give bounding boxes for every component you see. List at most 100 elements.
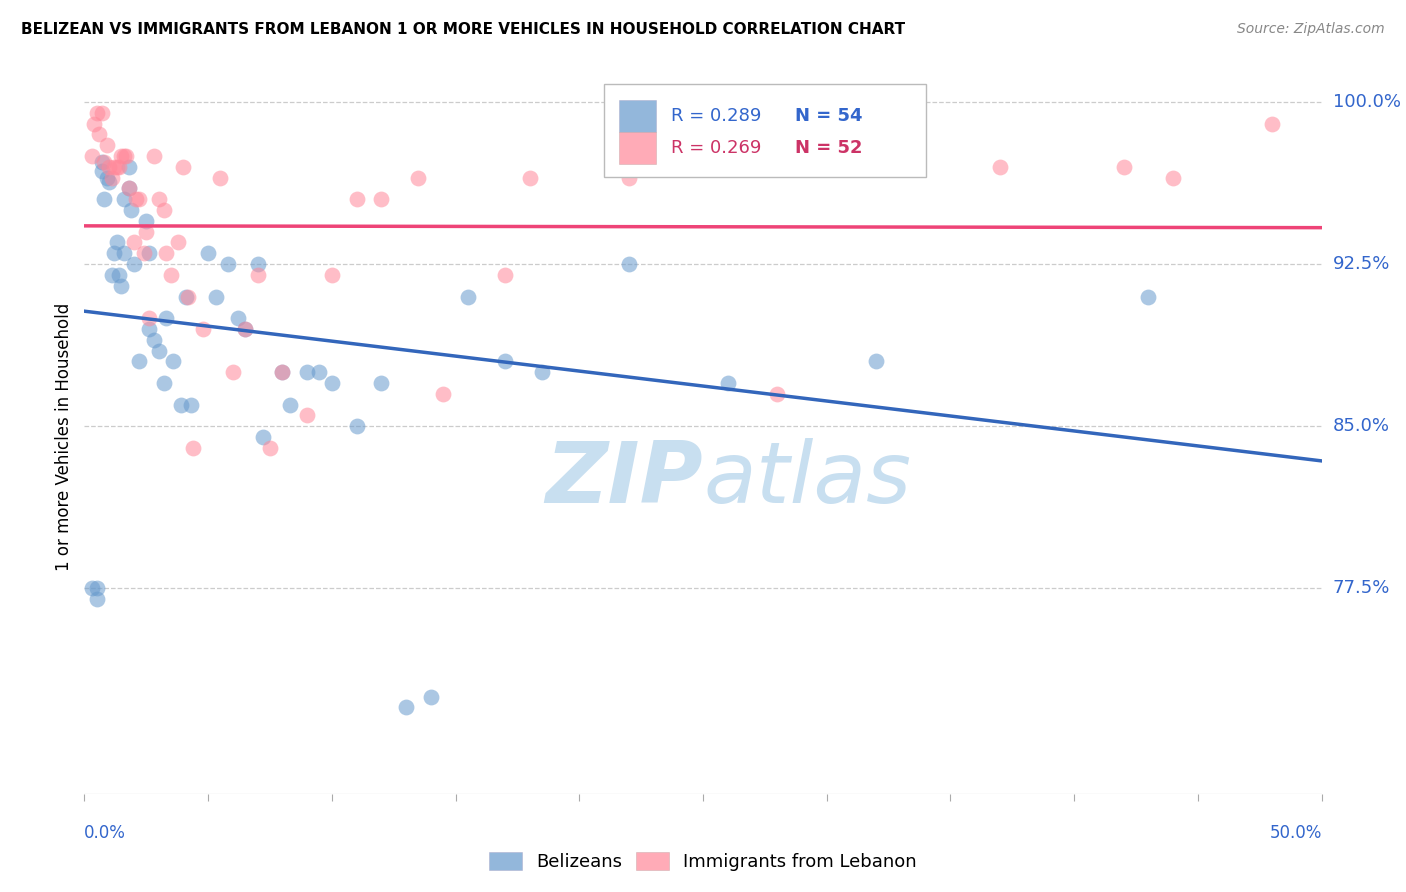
- Point: [209, 170, 232, 185]
- Point: [155, 311, 177, 326]
- Point: [110, 278, 132, 293]
- Point: [432, 387, 454, 401]
- Point: [204, 289, 226, 303]
- Point: [766, 387, 789, 401]
- Point: [321, 268, 343, 282]
- Point: [246, 257, 269, 271]
- Point: [120, 202, 142, 217]
- Point: [108, 160, 131, 174]
- Point: [233, 322, 256, 336]
- Point: [135, 214, 157, 228]
- Point: [181, 441, 204, 455]
- Point: [617, 170, 640, 185]
- Point: [519, 170, 541, 185]
- Text: R = 0.289: R = 0.289: [671, 107, 761, 125]
- Point: [233, 322, 256, 336]
- FancyBboxPatch shape: [619, 100, 657, 132]
- Point: [100, 170, 122, 185]
- Point: [148, 343, 170, 358]
- Text: 77.5%: 77.5%: [1333, 580, 1391, 598]
- Point: [98, 160, 121, 174]
- Point: [90, 164, 112, 178]
- Point: [408, 170, 430, 185]
- Point: [122, 235, 145, 250]
- Point: [138, 322, 160, 336]
- Point: [148, 192, 170, 206]
- Point: [135, 225, 157, 239]
- Point: [122, 257, 145, 271]
- Point: [115, 149, 138, 163]
- Point: [252, 430, 274, 444]
- Text: R = 0.269: R = 0.269: [671, 139, 761, 157]
- Point: [86, 582, 108, 596]
- Point: [103, 160, 125, 174]
- Point: [370, 376, 392, 390]
- Point: [259, 441, 281, 455]
- Point: [93, 192, 115, 206]
- Point: [80, 582, 103, 596]
- Point: [395, 700, 418, 714]
- Point: [83, 116, 105, 130]
- Point: [1261, 116, 1284, 130]
- Point: [988, 160, 1011, 174]
- Point: [142, 333, 165, 347]
- Point: [138, 246, 160, 260]
- Point: [370, 192, 392, 206]
- Point: [86, 592, 108, 607]
- Point: [1137, 289, 1160, 303]
- Point: [167, 235, 190, 250]
- Point: [118, 160, 141, 174]
- Point: [1112, 160, 1135, 174]
- Point: [494, 354, 516, 368]
- Point: [419, 690, 441, 704]
- FancyBboxPatch shape: [605, 84, 925, 177]
- Point: [118, 181, 141, 195]
- Point: [494, 268, 516, 282]
- Point: [177, 289, 200, 303]
- Point: [125, 192, 148, 206]
- Legend: Belizeans, Immigrants from Lebanon: Belizeans, Immigrants from Lebanon: [482, 845, 924, 879]
- Point: [172, 160, 194, 174]
- Point: [112, 192, 135, 206]
- Point: [89, 128, 111, 142]
- Point: [108, 268, 131, 282]
- Point: [80, 149, 103, 163]
- Point: [96, 170, 118, 185]
- Text: N = 54: N = 54: [794, 107, 862, 125]
- Point: [617, 257, 640, 271]
- Point: [112, 149, 135, 163]
- Point: [142, 149, 165, 163]
- Point: [170, 398, 193, 412]
- Text: BELIZEAN VS IMMIGRANTS FROM LEBANON 1 OR MORE VEHICLES IN HOUSEHOLD CORRELATION : BELIZEAN VS IMMIGRANTS FROM LEBANON 1 OR…: [21, 22, 905, 37]
- Point: [132, 246, 155, 260]
- Point: [278, 398, 301, 412]
- Point: [308, 365, 330, 379]
- Point: [346, 192, 368, 206]
- Point: [110, 149, 132, 163]
- Point: [1161, 170, 1184, 185]
- Point: [531, 365, 554, 379]
- Point: [226, 311, 249, 326]
- Text: 50.0%: 50.0%: [1270, 824, 1322, 842]
- Point: [93, 155, 115, 169]
- Point: [90, 105, 112, 120]
- Point: [191, 322, 214, 336]
- Point: [118, 181, 141, 195]
- Point: [128, 354, 150, 368]
- Point: [197, 246, 219, 260]
- Point: [155, 246, 177, 260]
- Point: [321, 376, 343, 390]
- Point: [180, 398, 202, 412]
- Point: [90, 155, 112, 169]
- Point: [217, 257, 239, 271]
- Text: atlas: atlas: [703, 438, 911, 522]
- Text: N = 52: N = 52: [794, 139, 862, 157]
- Point: [105, 235, 128, 250]
- Point: [717, 376, 740, 390]
- Point: [271, 365, 294, 379]
- Point: [138, 311, 160, 326]
- Text: ZIP: ZIP: [546, 438, 703, 522]
- Point: [86, 105, 108, 120]
- Text: 100.0%: 100.0%: [1333, 93, 1400, 111]
- Point: [271, 365, 294, 379]
